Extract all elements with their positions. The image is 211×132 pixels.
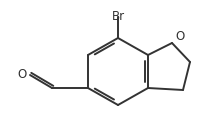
Text: O: O [18, 69, 27, 81]
Text: Br: Br [111, 10, 124, 23]
Text: O: O [175, 29, 184, 43]
